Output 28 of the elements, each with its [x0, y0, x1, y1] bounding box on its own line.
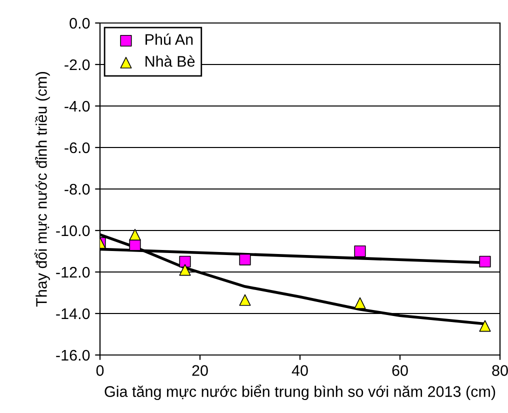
y-tick-label: 0.0 — [70, 18, 90, 29]
x-tick-label: 80 — [492, 365, 508, 376]
y-tick-label: -12.0 — [56, 266, 90, 278]
point — [354, 245, 366, 258]
point — [179, 256, 191, 268]
point — [354, 297, 366, 309]
legend-label: Nhà Bè — [146, 55, 195, 67]
point — [179, 264, 191, 276]
x-tick-label: 60 — [392, 365, 408, 376]
x-tick-label: 40 — [292, 365, 308, 376]
point — [129, 228, 141, 240]
y-tick-label: -10.0 — [56, 225, 90, 236]
point — [479, 320, 491, 332]
x-tick-label: 20 — [192, 365, 208, 376]
point — [239, 254, 251, 266]
y-tick-label: -4.0 — [64, 100, 90, 112]
y-tick-label: -8.0 — [64, 184, 90, 195]
y-tick-label: -14.0 — [56, 308, 90, 320]
legend-label: Phú An — [146, 34, 193, 45]
x-axis-title: Gia tăng mực nước biển trung bình so với năm 2013 (cm) — [104, 384, 496, 400]
y-tick-label: -6.0 — [64, 142, 90, 154]
y-axis-title: Thay đổi mực nước đỉnh triều (cm) — [34, 72, 50, 307]
point — [479, 256, 491, 268]
y-tick-label: -2.0 — [64, 59, 90, 70]
point — [129, 239, 141, 251]
y-tick-label: -16.0 — [56, 350, 90, 361]
point — [239, 294, 251, 306]
x-tick-label: 0 — [96, 365, 104, 376]
